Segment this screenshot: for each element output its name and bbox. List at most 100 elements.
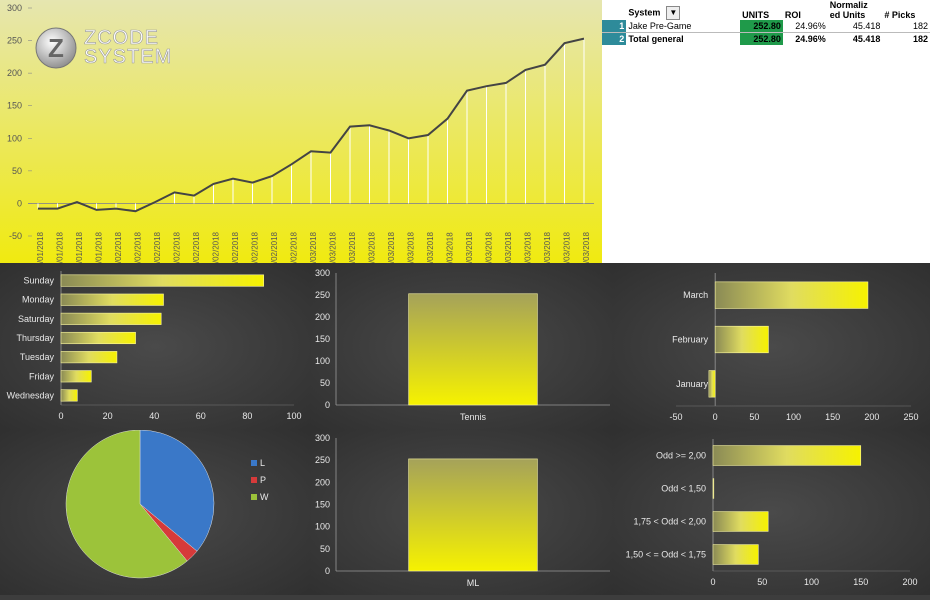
x-tick-label: 06/02/2018 <box>134 231 143 263</box>
x-tick-label: -50 <box>669 412 682 422</box>
result-pie-svg: LPW <box>0 429 310 595</box>
bar <box>60 274 265 287</box>
table-row[interactable]: 2 Total general 252.80 24.96% 45.418 182 <box>602 32 930 45</box>
pie-slice <box>139 429 215 552</box>
category-label: Monday <box>22 295 55 305</box>
x-tick-label: 18/02/2018 <box>153 231 162 263</box>
category-label: Odd >= 2,00 <box>656 451 706 461</box>
y-tick-label: 150 <box>315 334 330 344</box>
logo-brand-line1: ZCODE <box>84 27 159 49</box>
y-tick-label: 50 <box>320 378 330 388</box>
x-tick-label: 40 <box>149 411 159 421</box>
header-system-label: System <box>628 7 661 18</box>
y-tick-label: 50 <box>320 544 330 554</box>
x-tick-label: 0 <box>713 412 718 422</box>
x-tick-label: 13/03/2018 <box>485 231 494 263</box>
logo-brand-line2: SYSTEM <box>84 46 172 68</box>
bar <box>60 389 78 402</box>
x-tick-label: 50 <box>749 412 759 422</box>
cell-system: Total general <box>628 34 684 44</box>
market-chart-svg: 0 50 100 150 200 250 300 ML <box>310 430 613 595</box>
odds-chart-svg: 0 50 100 150 200 Odd >= 2,00 Odd < 1,50 1,75 < … <box>613 430 930 595</box>
header-rownum <box>602 0 626 20</box>
x-tick-label: 60 <box>196 411 206 421</box>
x-tick-label: 80 <box>242 411 252 421</box>
bar <box>408 458 538 572</box>
y-tick-label: 250 <box>315 290 330 300</box>
month-chart-svg: -50 0 50 100 150 200 250 March February January <box>613 263 930 430</box>
header-norm-line1: Normaliz <box>829 0 868 10</box>
y-tick-label: 0 <box>325 566 330 576</box>
category-label: January <box>676 379 709 389</box>
legend-swatch <box>251 477 257 483</box>
header-units: UNITS <box>742 10 770 20</box>
bar <box>60 312 162 325</box>
bar <box>708 370 716 398</box>
category-label: ML <box>467 578 480 588</box>
y-tick-label: 100 <box>315 356 330 366</box>
category-label: Sunday <box>23 276 54 286</box>
cell-units: 252.80 <box>740 20 783 33</box>
line-chart-svg: -50 0 50 100 150 200 250 300 03/01/2018 08/01/20… <box>0 0 602 272</box>
summary-table: System ▼ UNITS ROI Normaliz ed Units # Pic… <box>602 0 930 45</box>
bar <box>60 370 92 383</box>
legend-label: L <box>260 458 265 468</box>
row-number: 2 <box>602 32 627 45</box>
y-tick-label: 300 <box>315 268 330 278</box>
logo-badge-icon <box>35 27 77 69</box>
sort-filter-icon[interactable]: ▼ <box>666 6 681 20</box>
x-tick-label: 19/03/2018 <box>582 231 591 263</box>
table-row[interactable]: 1 Jake Pre-Game 252.80 24.96% 45.418 182 <box>602 20 930 33</box>
x-tick-label: 100 <box>786 412 801 422</box>
sport-chart: 0 50 100 150 200 250 300 Tennis <box>310 263 613 430</box>
x-tick-label: 100 <box>286 411 301 421</box>
x-tick-label: 150 <box>825 412 840 422</box>
header-system: System ▼ <box>626 0 740 20</box>
y-tick-label: -50 <box>9 231 22 241</box>
table-header-row: System ▼ UNITS ROI Normaliz ed Units # Pic… <box>602 0 930 20</box>
cell-norm: 45.418 <box>852 34 881 44</box>
pie-slice <box>65 429 188 579</box>
category-label: February <box>672 335 709 345</box>
y-tick-label: 250 <box>315 455 330 465</box>
x-tick-label: 10/01/2018 <box>95 231 104 263</box>
y-tick-label: 50 <box>12 166 22 176</box>
cell-roi: 24.96% <box>782 20 828 33</box>
category-label: Friday <box>29 371 55 381</box>
x-tick-label: 11/03/2018 <box>446 232 455 263</box>
x-tick-label: 03/01/2018 <box>36 231 45 263</box>
x-tick-label: 16/03/2018 <box>543 231 552 263</box>
weekday-chart-svg: 0 20 40 60 80 100 Sunday Monday Saturday Thursday… <box>0 263 310 430</box>
legend-label: P <box>260 475 266 485</box>
x-tick-label: 0 <box>710 577 715 587</box>
units-series-line <box>38 37 585 213</box>
legend-swatch <box>251 494 257 500</box>
bar <box>60 331 136 345</box>
y-tick-label: 300 <box>7 3 22 13</box>
x-tick-label: 26/02/2018 <box>251 231 260 263</box>
category-label: Wednesday <box>7 390 55 400</box>
x-tick-label: 21/02/2018 <box>173 231 182 263</box>
odds-chart: 0 50 100 150 200 Odd >= 2,00 Odd < 1,50 1,75 < … <box>613 430 930 595</box>
x-tick-label: 03/03/2018 <box>348 231 357 263</box>
x-tick-label: 08/01/2018 <box>56 231 65 263</box>
x-tick-label: 14/03/2018 <box>504 231 513 263</box>
x-tick-label: 01/03/2018 <box>309 231 318 263</box>
x-tick-label: 05/02/2018 <box>114 231 123 263</box>
cell-picks: 182 <box>912 34 928 44</box>
x-tick-label: 28/02/2018 <box>290 231 299 263</box>
y-tick-label: 250 <box>7 36 22 46</box>
bar <box>712 445 862 466</box>
cell-picks: 182 <box>882 20 930 33</box>
bar <box>60 293 164 306</box>
cell-system: Jake Pre-Game <box>626 20 741 33</box>
y-tick-label: 200 <box>315 312 330 322</box>
category-label: Tennis <box>460 412 487 422</box>
x-tick-label: 02/03/2018 <box>329 231 338 263</box>
y-tick-label: 200 <box>7 68 22 78</box>
x-tick-label: 09/03/2018 <box>407 231 416 263</box>
x-tick-label: 200 <box>864 412 879 422</box>
x-tick-label: 100 <box>804 577 819 587</box>
header-norm-line2: ed Units <box>829 10 866 20</box>
